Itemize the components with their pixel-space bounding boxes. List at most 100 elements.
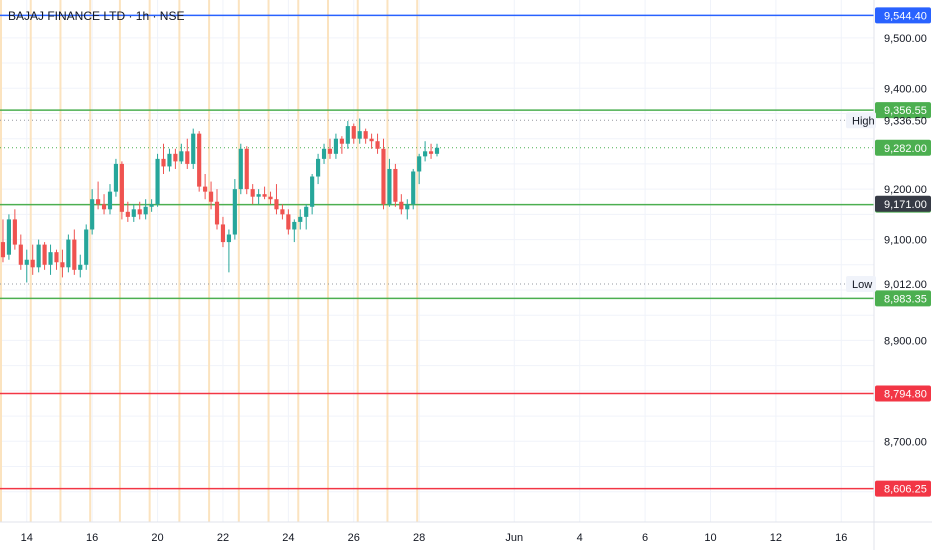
candle-body — [316, 158, 321, 177]
candle-body — [173, 153, 178, 162]
candle-body — [155, 158, 160, 205]
candle-body — [363, 131, 368, 139]
candle-body — [405, 204, 410, 210]
candle-body — [280, 209, 285, 215]
candle-body — [268, 196, 273, 200]
price-axis-bg — [874, 0, 932, 550]
candle-body — [304, 206, 309, 217]
time-tick-label: 10 — [704, 532, 716, 544]
time-tick-label: 12 — [770, 532, 782, 544]
high-label-bg — [846, 112, 876, 129]
price-tick-label: 9,400.00 — [884, 83, 927, 95]
time-tick-label: 16 — [86, 532, 98, 544]
time-tick-label: 24 — [282, 532, 294, 544]
session-separators — [0, 0, 419, 522]
candle-body — [107, 191, 113, 210]
candles — [0, 118, 440, 283]
candle-body — [90, 199, 95, 230]
candle-body — [381, 148, 386, 205]
candle-body — [393, 168, 398, 202]
candle-body — [232, 189, 237, 235]
level-price-badge-bg — [875, 480, 931, 497]
candle-body — [179, 151, 184, 162]
candle-body — [333, 138, 339, 154]
candle-body — [244, 148, 249, 190]
level-price-badge: 9,356.55 — [884, 105, 927, 117]
candle-body — [321, 148, 327, 159]
candle-body — [96, 199, 101, 205]
grid-lines — [0, 0, 874, 522]
price-axis[interactable]: 9,500.00 9,400.00 9,200.00 9,100.00 8,900.00… — [846, 0, 932, 550]
candle-body — [197, 133, 202, 187]
candle-body — [262, 194, 267, 197]
candle-body — [214, 201, 220, 225]
candle-body — [226, 234, 231, 243]
level-price-badge: 9,544.40 — [884, 10, 927, 22]
high-label: High — [852, 115, 875, 127]
candle-body — [48, 252, 53, 265]
candle-body — [250, 189, 255, 197]
low-label: Low — [852, 279, 872, 291]
candle-body — [286, 214, 291, 230]
candle-body — [369, 138, 374, 142]
candle-body — [143, 206, 148, 215]
time-axis[interactable]: 14 16 20 22 24 26 28 Jun 4 6 10 12 16 — [0, 521, 932, 544]
candle-body — [298, 216, 303, 222]
candle-body — [274, 199, 279, 210]
time-tick-label: 6 — [642, 532, 648, 544]
candle-body — [292, 221, 297, 230]
last-price-badge: 9,282.00 — [884, 143, 927, 155]
candle-body — [0, 242, 6, 258]
time-tick-label: 16 — [835, 532, 847, 544]
candle-body — [167, 153, 172, 167]
candle-body — [101, 204, 107, 210]
level-price-badge-bg — [875, 385, 931, 402]
candle-body — [78, 264, 83, 270]
candle-body — [208, 191, 214, 202]
price-tick-label: 8,900.00 — [884, 335, 927, 347]
candle-body — [310, 176, 315, 207]
candle-body — [113, 163, 119, 192]
candle-body — [185, 151, 190, 164]
candle-body — [119, 163, 124, 212]
price-tick-label: 8,700.00 — [884, 436, 927, 448]
last-price-badge-bg — [875, 139, 931, 156]
chart-title: BAJAJ FINANCE LTD · 1h · NSE — [8, 9, 184, 23]
candle-body — [220, 224, 226, 243]
candle-body — [125, 211, 130, 217]
candle-body — [131, 209, 136, 217]
candle-body — [434, 147, 440, 154]
horizontal-levels — [0, 14, 874, 490]
candle-body — [84, 229, 89, 265]
time-tick-label: 22 — [217, 532, 229, 544]
candle-body — [339, 138, 344, 144]
crosshair-price-badge-bg — [875, 195, 931, 212]
time-tick-label: 4 — [577, 532, 583, 544]
candle-body — [387, 168, 392, 205]
candle-body — [30, 259, 35, 268]
time-tick-label: 20 — [151, 532, 163, 544]
candle-body — [399, 201, 404, 210]
candle-body — [345, 126, 350, 144]
candle-body — [327, 148, 333, 154]
candle-body — [54, 252, 59, 263]
candle-body — [411, 171, 416, 205]
candle-body — [60, 262, 65, 268]
candle-body — [256, 194, 261, 197]
candle-body — [375, 141, 380, 149]
low-value: 9,012.00 — [884, 279, 927, 291]
price-tick-label: 9,500.00 — [884, 33, 927, 45]
candle-body — [137, 209, 142, 215]
candle-body — [18, 244, 23, 265]
level-price-badge-bg — [875, 7, 931, 24]
level-price-badge-bg — [875, 290, 931, 307]
high-value: 9,336.50 — [884, 115, 927, 127]
candle-body — [24, 259, 29, 265]
crosshair-price-badge: 9,171.00 — [884, 199, 927, 211]
candle-body — [36, 244, 41, 268]
candle-body — [191, 133, 196, 164]
candle-body — [12, 219, 17, 245]
candle-body — [203, 186, 208, 192]
